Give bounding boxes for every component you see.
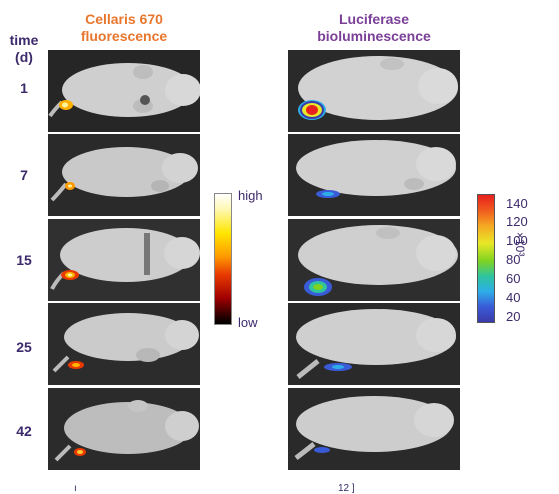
fluorescence-colorbar: [214, 193, 232, 325]
luminescence-image-day15: [288, 219, 460, 301]
footer-right-mark: 12 ]: [338, 483, 355, 494]
time-axis-label-line2: (d): [15, 49, 33, 65]
luminescence-image-day42: [288, 388, 460, 470]
time-value: 15: [16, 252, 32, 268]
luminescence-tick: 120: [506, 214, 528, 229]
fluorescence-header-line2: fluorescence: [80, 28, 168, 44]
fluorescence-image-day1: [48, 50, 200, 132]
luminescence-tick: 40: [506, 290, 521, 305]
fluorescence-scale-low: low: [238, 315, 258, 330]
luminescence-header: Luciferase bioluminescence: [288, 11, 460, 45]
fluorescence-image-day7: [48, 134, 200, 216]
luminescence-image-day1: [288, 50, 460, 132]
time-axis-label-line1: time: [9, 32, 39, 48]
luminescence-tick: 80: [506, 252, 521, 267]
luminescence-colorbar: [477, 194, 495, 323]
fluorescence-header-line1: Cellaris 670: [85, 11, 163, 27]
time-axis-label: time (d): [4, 32, 44, 66]
fluorescence-image-day15: [48, 219, 200, 301]
luminescence-image-day25: [288, 303, 460, 385]
fluorescence-header: Cellaris 670 fluorescence: [48, 11, 200, 45]
luminescence-tick: 60: [506, 271, 521, 286]
time-value: 1: [20, 80, 28, 96]
time-value: 42: [16, 423, 32, 439]
time-value: 25: [16, 339, 32, 355]
time-value: 7: [20, 167, 28, 183]
luminescence-image-day7: [288, 134, 460, 216]
fluorescence-scale-high: high: [238, 188, 263, 203]
fluorescence-image-day42: [48, 388, 200, 470]
luminescence-header-line2: bioluminescence: [317, 28, 431, 44]
luminescence-tick: 140: [506, 196, 528, 211]
fluorescence-image-day25: [48, 303, 200, 385]
footer-left-mark: ı: [74, 483, 77, 494]
luminescence-tick: 20: [506, 309, 521, 324]
luminescence-tick: 100: [506, 233, 528, 248]
luminescence-header-line1: Luciferase: [338, 11, 410, 27]
luminescence-unit: ×10³: [513, 232, 527, 257]
